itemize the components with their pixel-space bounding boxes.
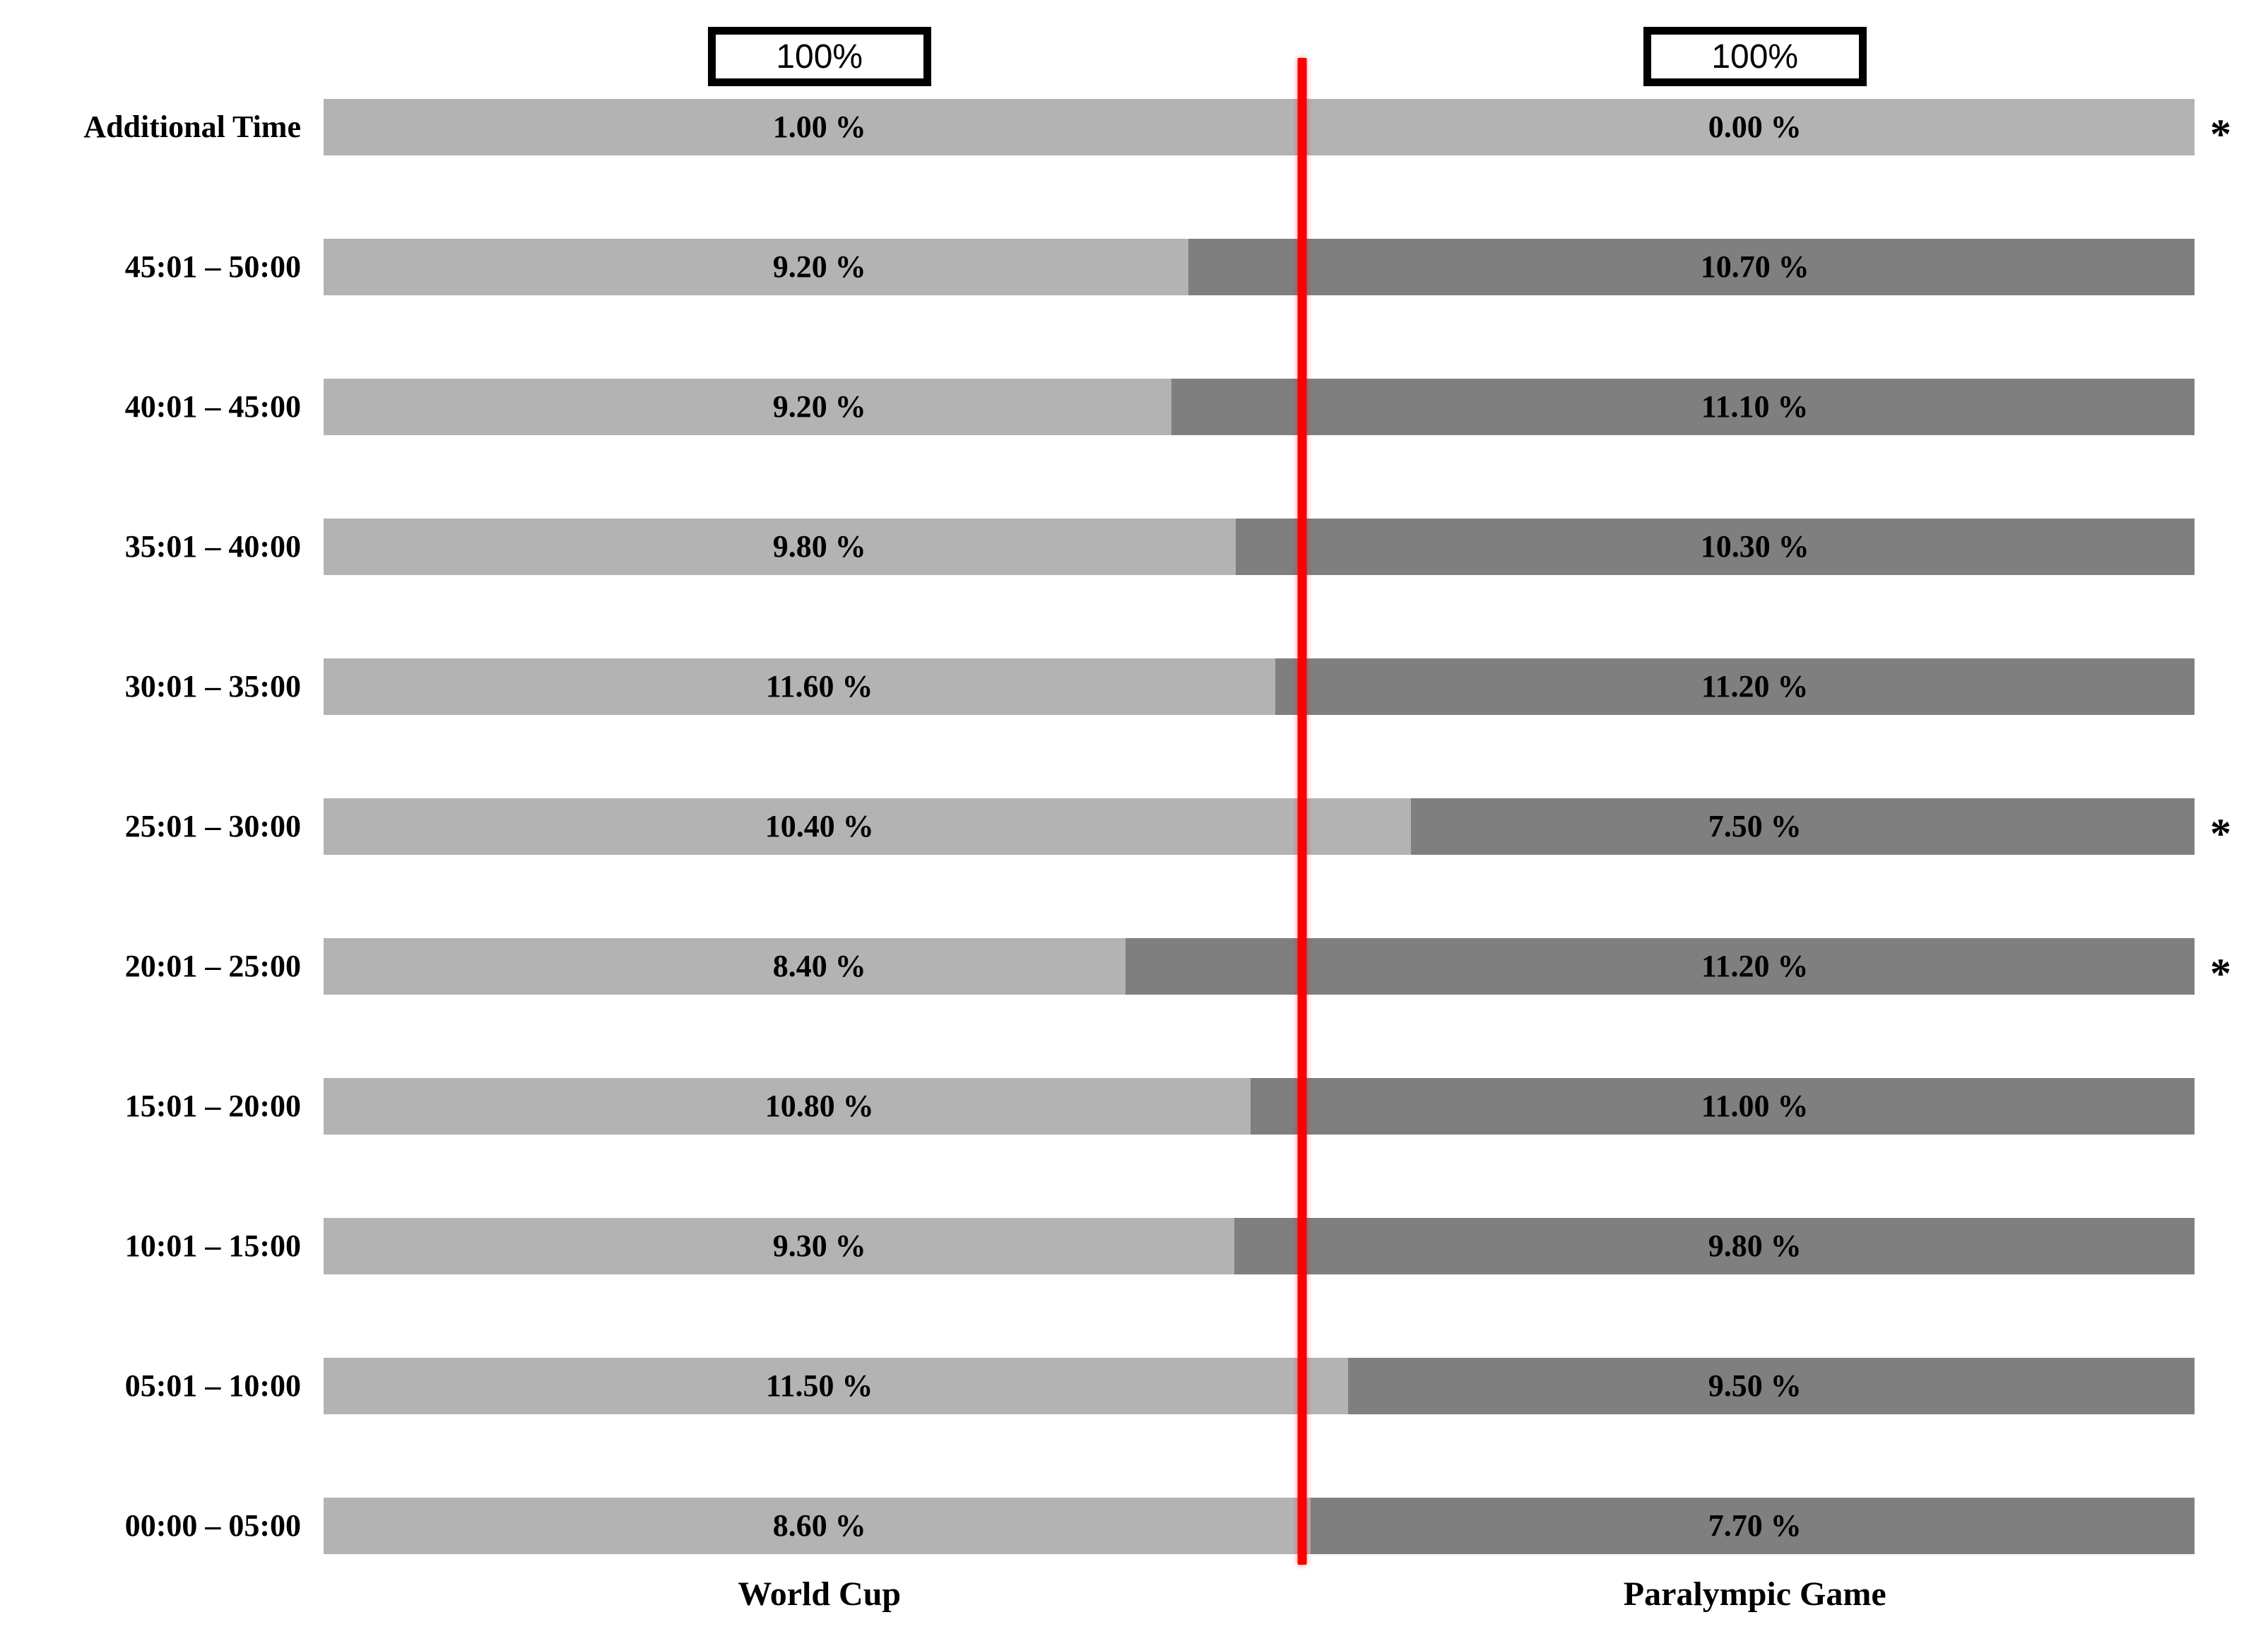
paralympic-bar-segment bbox=[1236, 519, 2195, 575]
category-axis: Additional Time 45:01 – 50:00 40:01 – 45:0… bbox=[0, 0, 301, 1634]
world-cup-value-label: 8.40 % bbox=[772, 949, 866, 983]
paralympic-value-label: 11.20 % bbox=[1701, 669, 1809, 704]
world-cup-bar-segment bbox=[324, 519, 1236, 575]
left-series-caption: World Cup bbox=[738, 1575, 902, 1613]
paralympic-value-label: 10.30 % bbox=[1700, 529, 1809, 564]
world-cup-value-label: 9.20 % bbox=[772, 249, 866, 284]
paralympic-value-label: 11.00 % bbox=[1701, 1089, 1809, 1123]
category-label: 20:01 – 25:00 bbox=[124, 949, 301, 983]
paralympic-value-label: 10.70 % bbox=[1700, 249, 1809, 284]
world-cup-bar-segment bbox=[324, 99, 2195, 155]
category-label: 35:01 – 40:00 bbox=[124, 529, 301, 564]
paralympic-value-label: 7.50 % bbox=[1708, 809, 1802, 843]
right-100pct-axis-box: 100% bbox=[1643, 27, 1867, 86]
category-label: Additional Time bbox=[83, 109, 301, 144]
right-100pct-label: 100% bbox=[1711, 37, 1799, 76]
paralympic-value-label: 11.10 % bbox=[1701, 389, 1809, 424]
world-cup-bar-segment bbox=[324, 1358, 1349, 1414]
paralympic-bar-segment bbox=[1250, 1078, 2195, 1135]
bar-row: 10.80 % 11.00 % bbox=[324, 1078, 2195, 1135]
paralympic-bar-segment bbox=[1171, 379, 2195, 435]
paralympic-bar-segment bbox=[1348, 1358, 2195, 1414]
center-divider-line bbox=[1297, 58, 1307, 1565]
significance-asterisk: * bbox=[2210, 950, 2231, 997]
paralympic-bar-segment bbox=[1311, 1498, 2195, 1554]
bar-row: 8.40 % 11.20 % * bbox=[324, 938, 2231, 997]
world-cup-bar-segment bbox=[324, 379, 1172, 435]
world-cup-bar-segment bbox=[324, 658, 1276, 715]
world-cup-bar-segment bbox=[324, 1218, 1235, 1274]
world-cup-value-label: 9.20 % bbox=[772, 389, 866, 424]
world-cup-bar-segment bbox=[324, 1498, 1311, 1554]
category-label: 45:01 – 50:00 bbox=[124, 249, 301, 284]
paralympic-bar-segment bbox=[1125, 938, 2195, 995]
world-cup-value-label: 10.40 % bbox=[764, 809, 874, 843]
paralympic-value-label: 0.00 % bbox=[1708, 109, 1802, 144]
paralympic-value-label: 9.80 % bbox=[1708, 1229, 1802, 1263]
paralympic-bar-segment bbox=[1234, 1218, 2195, 1274]
paralympic-value-label: 7.70 % bbox=[1708, 1508, 1802, 1543]
right-series-caption: Paralympic Game bbox=[1623, 1575, 1886, 1613]
left-100pct-label: 100% bbox=[776, 37, 863, 76]
world-cup-value-label: 10.80 % bbox=[764, 1089, 874, 1123]
bar-row: 10.40 % 7.50 % * bbox=[324, 798, 2231, 857]
bar-row: 11.60 % 11.20 % bbox=[324, 658, 2195, 715]
significance-asterisk: * bbox=[2210, 810, 2231, 857]
world-cup-value-label: 9.80 % bbox=[772, 529, 866, 564]
bar-row: 9.30 % 9.80 % bbox=[324, 1218, 2195, 1274]
significance-asterisk: * bbox=[2210, 111, 2231, 158]
paralympic-value-label: 9.50 % bbox=[1708, 1368, 1802, 1403]
world-cup-bar-segment bbox=[324, 798, 1411, 855]
bar-row: 1.00 % 0.00 % * bbox=[324, 99, 2231, 158]
world-cup-value-label: 9.30 % bbox=[772, 1229, 866, 1263]
paralympic-bar-segment bbox=[1188, 239, 2195, 295]
category-label: 00:00 – 05:00 bbox=[124, 1508, 301, 1543]
category-label: 15:01 – 20:00 bbox=[124, 1089, 301, 1123]
world-cup-value-label: 1.00 % bbox=[772, 109, 866, 144]
bar-row: 11.50 % 9.50 % bbox=[324, 1358, 2195, 1414]
category-label: 25:01 – 30:00 bbox=[124, 809, 301, 843]
world-cup-bar-segment bbox=[324, 239, 1189, 295]
world-cup-value-label: 11.50 % bbox=[765, 1368, 873, 1403]
plot-area: 100% 100% 1.00 % 0.00 % * 9.20 % 10.70 % 9.20… bbox=[324, 0, 2231, 1634]
world-cup-value-label: 8.60 % bbox=[772, 1508, 866, 1543]
paralympic-bar-segment bbox=[1410, 798, 2195, 855]
category-label: 30:01 – 35:00 bbox=[124, 669, 301, 704]
category-label: 40:01 – 45:00 bbox=[124, 389, 301, 424]
bar-row: 8.60 % 7.70 % bbox=[324, 1498, 2195, 1554]
bar-row: 9.20 % 11.10 % bbox=[324, 379, 2195, 435]
world-cup-bar-segment bbox=[324, 1078, 1251, 1135]
paralympic-value-label: 11.20 % bbox=[1701, 949, 1809, 983]
paralympic-bar-segment bbox=[1275, 658, 2195, 715]
bar-row: 9.20 % 10.70 % bbox=[324, 239, 2195, 295]
left-100pct-axis-box: 100% bbox=[707, 27, 931, 86]
category-label: 05:01 – 10:00 bbox=[124, 1368, 301, 1403]
category-label: 10:01 – 15:00 bbox=[124, 1229, 301, 1263]
bar-row: 9.80 % 10.30 % bbox=[324, 519, 2195, 575]
world-cup-bar-segment bbox=[324, 938, 1126, 995]
world-cup-value-label: 11.60 % bbox=[765, 669, 873, 704]
